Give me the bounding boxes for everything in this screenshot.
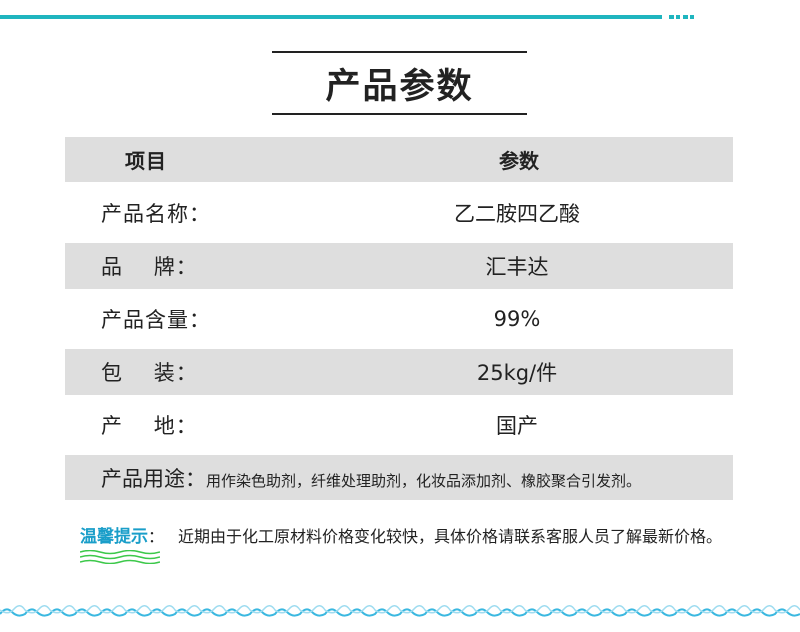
table-header: 项目 参数 xyxy=(65,137,733,182)
row-label: 产 地： xyxy=(101,414,198,438)
row-value: 25kg/件 xyxy=(476,361,558,385)
table-row: 品 牌： 汇丰达 xyxy=(65,243,733,289)
divider-dot xyxy=(683,15,688,19)
tip-heading: 温馨提示： xyxy=(80,522,164,552)
row-label: 产品名称： xyxy=(101,201,211,226)
page-title: 产品参数 xyxy=(272,51,527,115)
row-value: 乙二胺四乙酸 xyxy=(454,201,580,226)
tip-colon: ： xyxy=(148,527,165,546)
tip-text: 近期由于化工原材料价格变化较快，具体价格请联系客服人员了解最新价格。 xyxy=(178,527,723,546)
divider-dot xyxy=(676,15,680,19)
row-value: 用作染色助剂，纤维处理助剂，化妆品添加剂、橡胶聚合引发剂。 xyxy=(206,471,642,490)
table-row: 包 装： 25kg/件 xyxy=(65,349,733,395)
params-table: 项目 参数 产品名称： 乙二胺四乙酸 品 牌： 汇丰达 产品含量： 99% 包 … xyxy=(65,137,733,500)
tip-title: 温馨提示 xyxy=(80,527,148,547)
row-value: 国产 xyxy=(496,414,538,438)
bottom-wave-border-icon xyxy=(0,605,800,617)
row-label: 包 装： xyxy=(101,361,198,385)
header-item: 项目 xyxy=(125,149,167,173)
row-label: 产品含量： xyxy=(101,308,211,332)
divider-dot xyxy=(690,15,694,19)
row-value: 99% xyxy=(493,307,541,331)
table-row: 产品名称： 乙二胺四乙酸 xyxy=(65,182,733,243)
wavy-underline-icon xyxy=(80,550,160,564)
row-value: 汇丰达 xyxy=(485,255,549,279)
table-row-usage: 产品用途：用作染色助剂，纤维处理助剂，化妆品添加剂、橡胶聚合引发剂。 xyxy=(65,455,733,500)
header-param: 参数 xyxy=(499,149,539,173)
divider-dot xyxy=(669,15,674,19)
row-label: 品 牌： xyxy=(101,255,198,279)
table-row: 产 地： 国产 xyxy=(65,395,733,455)
row-label: 产品用途： xyxy=(101,466,206,491)
top-divider-line xyxy=(0,15,662,19)
table-row: 产品含量： 99% xyxy=(65,289,733,349)
